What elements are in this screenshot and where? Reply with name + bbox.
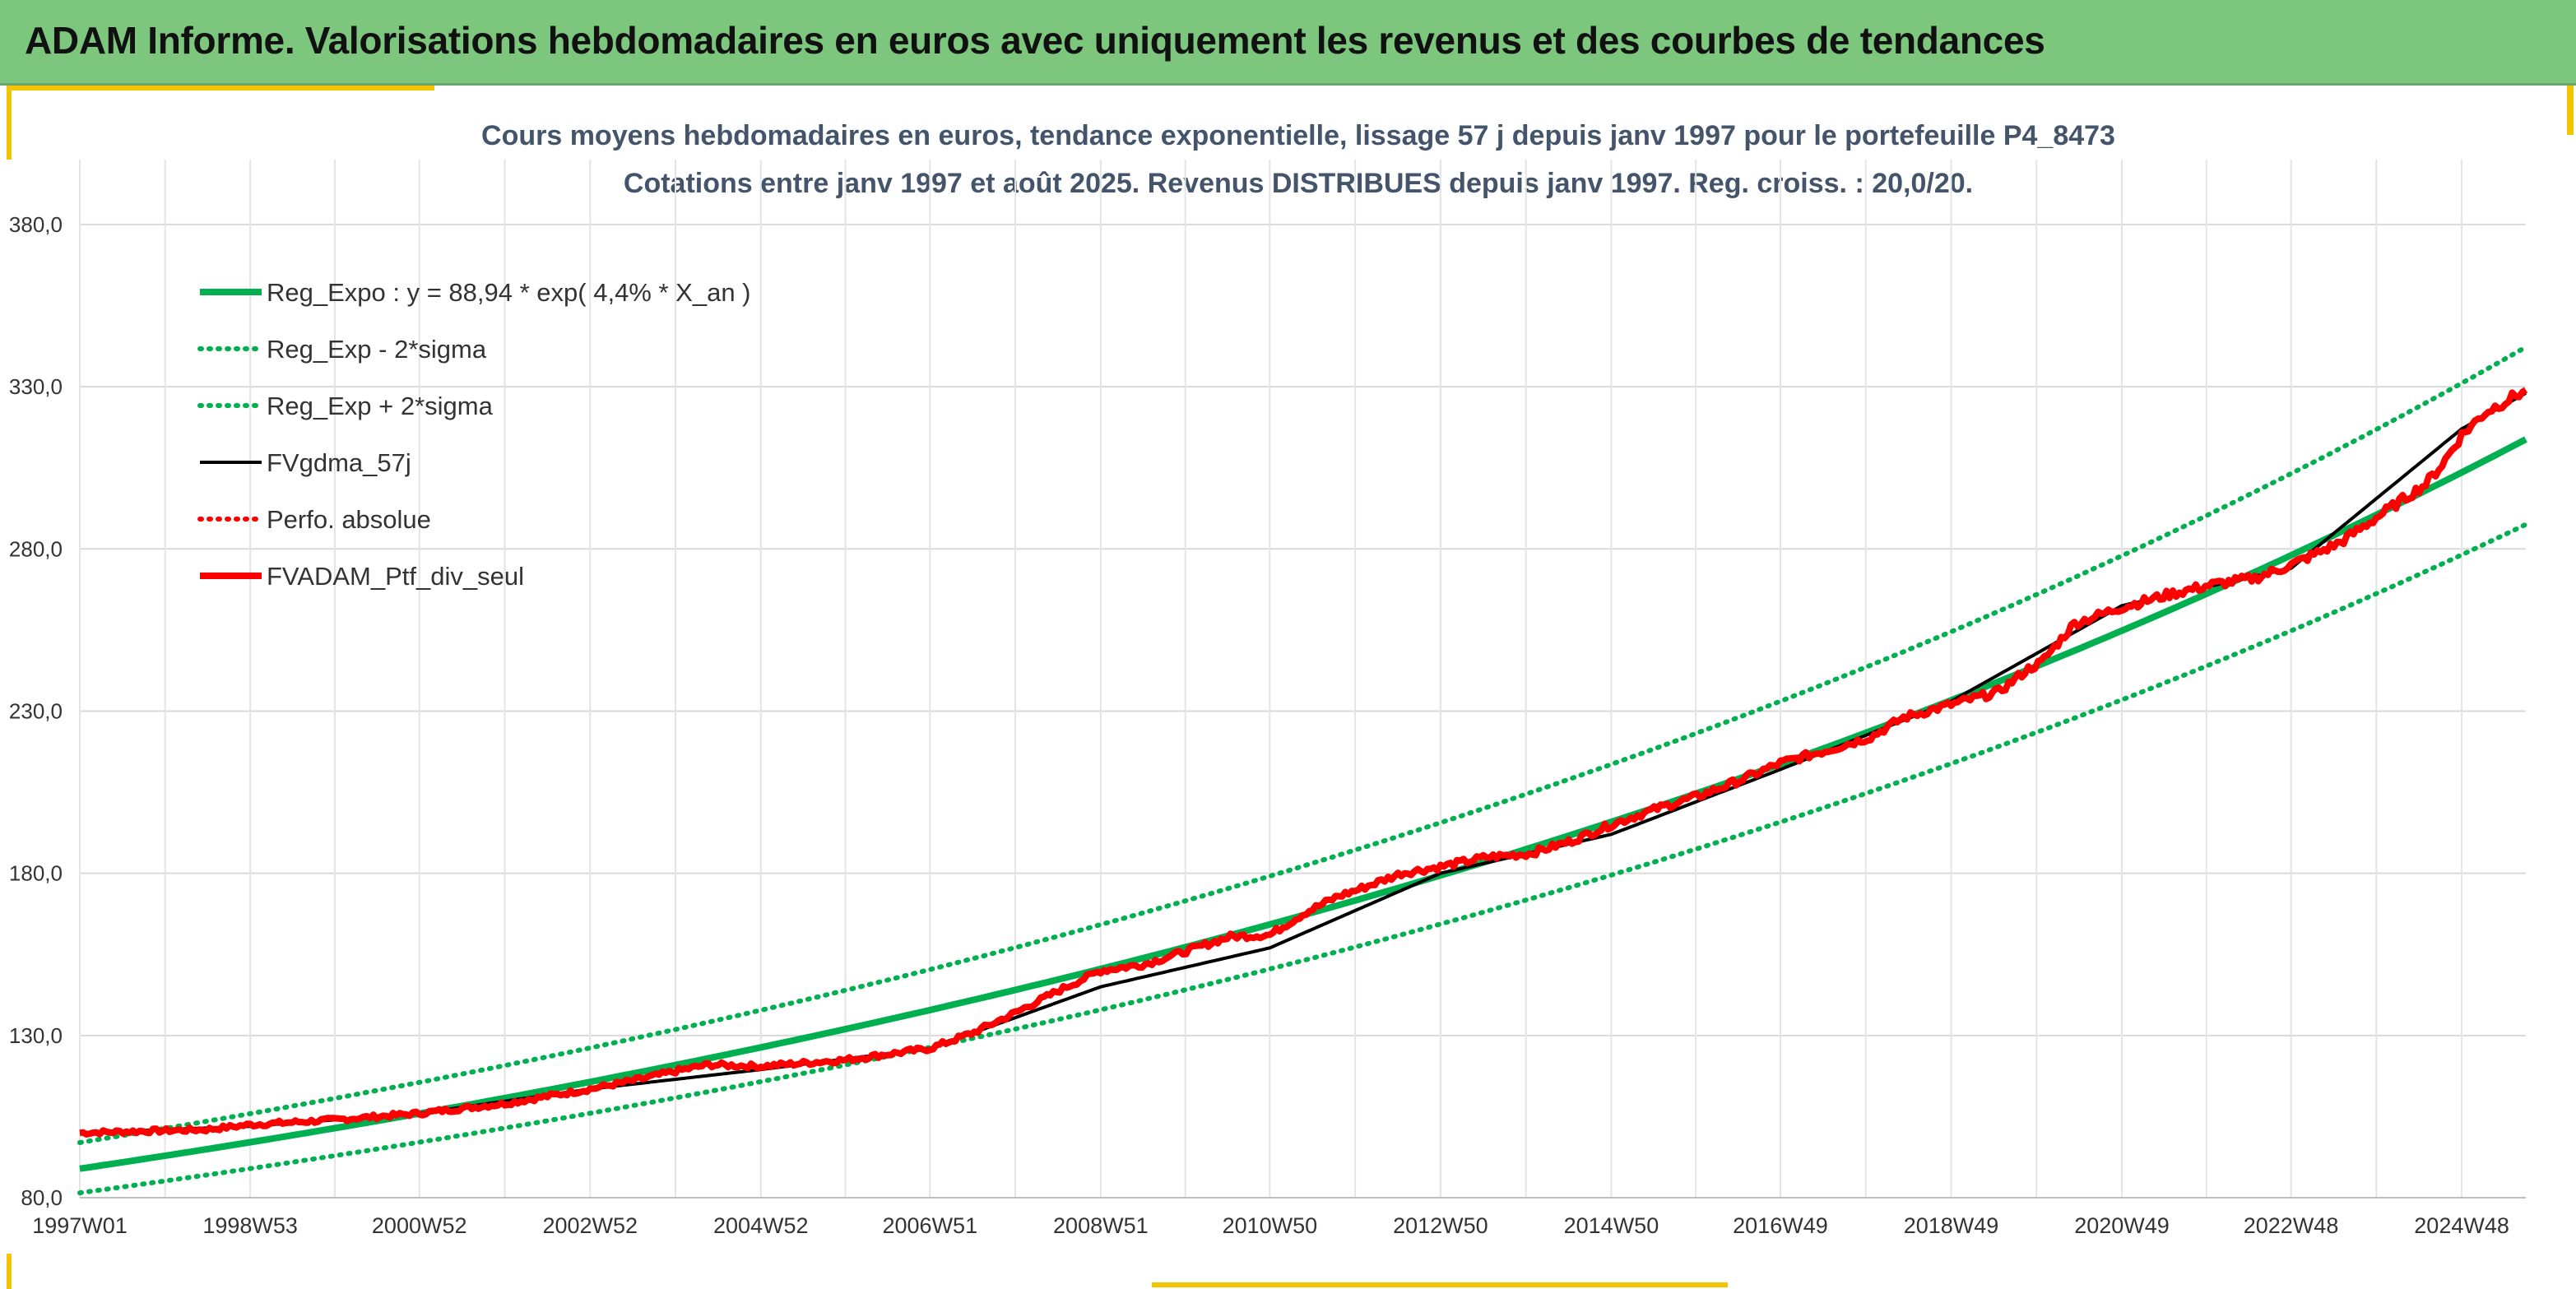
- legend-label: Perfo. absolue: [267, 505, 431, 534]
- page-title: ADAM Informe. Valorisations hebdomadaire…: [25, 19, 2045, 62]
- x-tick-label: 2010W50: [1223, 1213, 1318, 1238]
- chart: Cours moyens hebdomadaires en euros, ten…: [9, 120, 2528, 1238]
- series-line-3: [79, 392, 2527, 1135]
- legend-label: Reg_Expo : y = 88,94 * exp( 4,4% * X_an …: [267, 278, 751, 307]
- legend-label: Reg_Exp - 2*sigma: [267, 335, 487, 364]
- x-tick-label: 2014W50: [1564, 1213, 1659, 1238]
- chart-subtitle-1: Cours moyens hebdomadaires en euros, ten…: [481, 120, 2115, 151]
- x-tick-label: 2002W52: [542, 1213, 638, 1238]
- chart-subtitle-2: Cotations entre janv 1997 et août 2025. …: [624, 168, 1973, 199]
- y-tick-label: 380,0: [9, 212, 63, 237]
- y-tick-label: 180,0: [9, 861, 63, 886]
- legend-label: FVgdma_57j: [267, 448, 411, 477]
- accent-edge-right-top: [2567, 86, 2574, 135]
- x-tick-label: 2024W48: [2414, 1213, 2509, 1238]
- y-tick-label: 230,0: [9, 698, 63, 723]
- series-line-5: [79, 387, 2528, 1138]
- x-tick-label: 2004W52: [713, 1213, 809, 1238]
- x-tick-label: 2012W50: [1393, 1213, 1488, 1238]
- x-tick-label: 2006W51: [883, 1213, 978, 1238]
- x-tick-label: 1997W01: [32, 1213, 128, 1238]
- y-tick-label: 130,0: [9, 1023, 63, 1048]
- series-line-2: [77, 345, 2528, 1145]
- x-tick-label: 2008W51: [1053, 1213, 1149, 1238]
- legend-label: Reg_Exp + 2*sigma: [267, 392, 494, 420]
- x-tick-label: 2020W49: [2074, 1213, 2170, 1238]
- accent-corner-top-left: [7, 86, 434, 90]
- y-tick-label: 80,0: [21, 1185, 63, 1210]
- x-tick-label: 2016W49: [1733, 1213, 1828, 1238]
- accent-bottom-mid: [1152, 1282, 1728, 1287]
- x-tick-label: 2022W48: [2244, 1213, 2339, 1238]
- accent-edge-left-top: [7, 86, 12, 160]
- x-tick-label: 1998W53: [202, 1213, 298, 1238]
- chart-frame: Cours moyens hebdomadaires en euros, ten…: [0, 86, 2576, 1289]
- accent-edge-left-bottom: [7, 1254, 12, 1289]
- legend-label: FVADAM_Ptf_div_seul: [267, 562, 524, 591]
- x-tick-label: 2000W52: [372, 1213, 467, 1238]
- y-tick-label: 330,0: [9, 374, 63, 399]
- series-line-1: [77, 522, 2528, 1196]
- x-tick-label: 2018W49: [1904, 1213, 1999, 1238]
- title-banner: ADAM Informe. Valorisations hebdomadaire…: [0, 0, 2576, 86]
- y-tick-label: 280,0: [9, 536, 63, 561]
